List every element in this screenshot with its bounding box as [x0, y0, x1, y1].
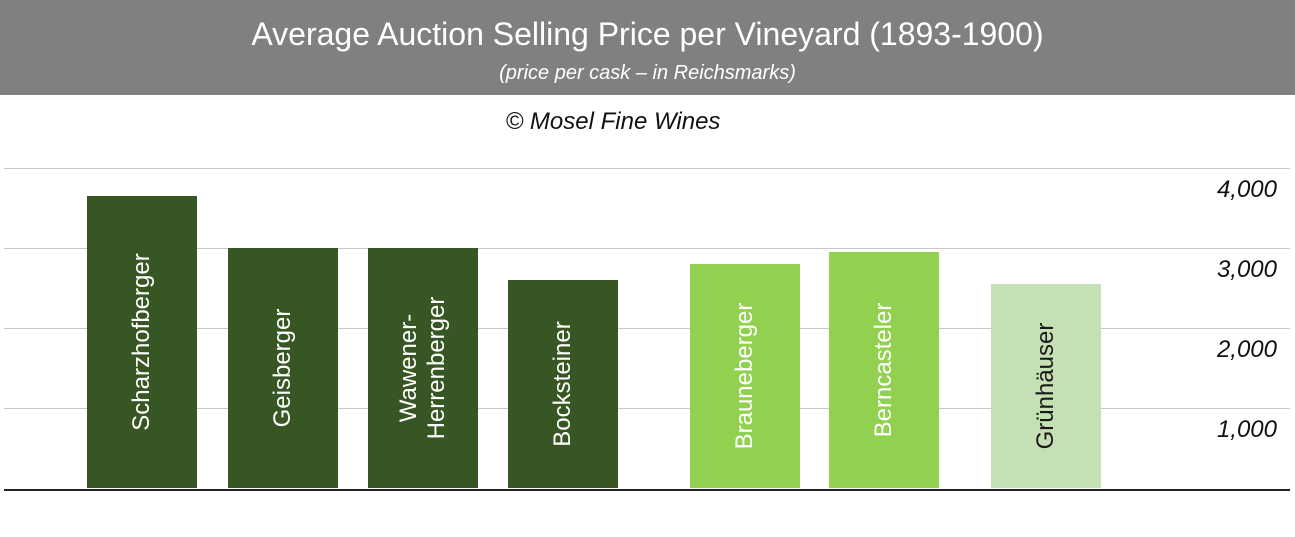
bar-label: Grünhäuser: [1032, 322, 1059, 450]
grid-line: [4, 248, 1290, 249]
bar-label: Scharzhofberger: [128, 253, 155, 431]
y-tick-label: 1,000: [1216, 416, 1277, 443]
bar: Geisberger: [228, 248, 338, 488]
grid-line: [4, 328, 1290, 329]
bar: Scharzhofberger: [87, 196, 197, 488]
chart-subtitle: (price per cask – in Reichsmarks): [499, 62, 796, 84]
grid-line: [4, 408, 1290, 409]
bar-label: Berncasteler: [870, 302, 897, 438]
bar: Wawener-Herrenberger: [368, 248, 478, 488]
bar-label: Bocksteiner: [549, 321, 576, 447]
bar: Berncasteler: [829, 252, 939, 488]
y-tick-label: 4,000: [1216, 176, 1277, 203]
bar: Brauneberger: [690, 264, 800, 488]
bar-label: Geisberger: [269, 308, 296, 428]
bar-label: Wawener-Herrenberger: [395, 296, 450, 440]
grid-line: [4, 168, 1290, 169]
y-tick-label: 2,000: [1216, 336, 1277, 363]
chart-title: Average Auction Selling Price per Vineya…: [251, 16, 1044, 52]
bar: Grünhäuser: [991, 284, 1101, 488]
annotation: © Mosel Fine Wines: [505, 108, 721, 135]
y-tick-label: 3,000: [1216, 256, 1277, 283]
x-axis: [4, 489, 1290, 491]
bar: Bocksteiner: [508, 280, 618, 488]
header: Average Auction Selling Price per Vineya…: [0, 0, 1295, 95]
bar-label: Brauneberger: [731, 302, 758, 450]
